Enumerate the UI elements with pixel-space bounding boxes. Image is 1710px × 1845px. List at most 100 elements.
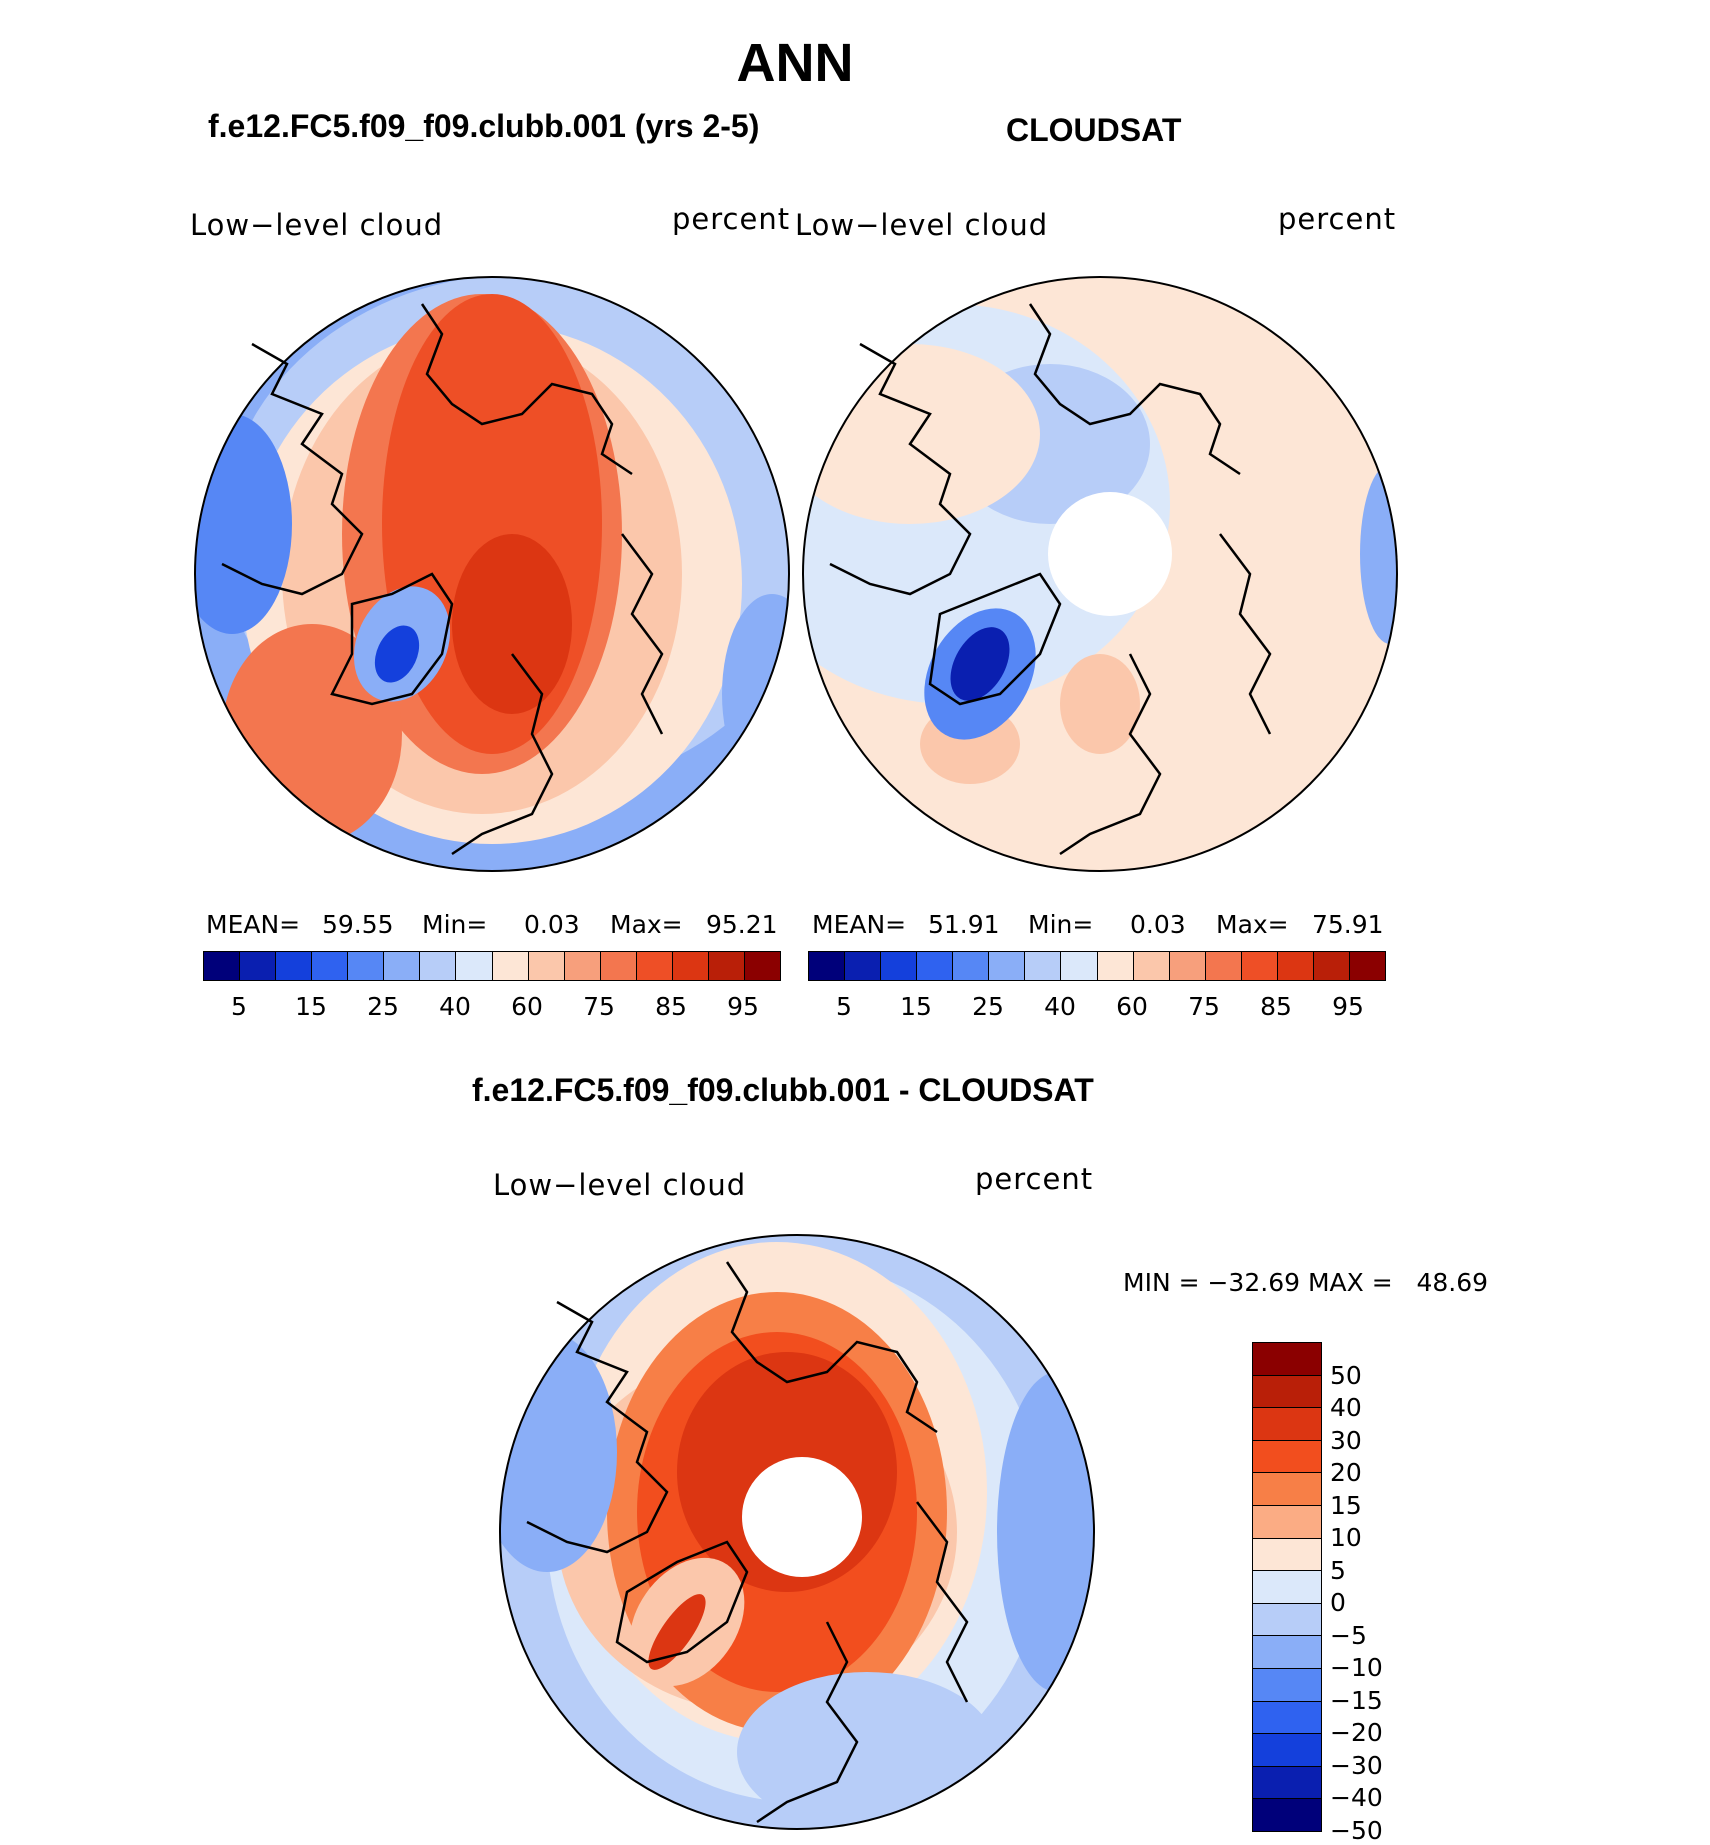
model-colorbar-swatch	[348, 952, 385, 980]
obs-colorbar-tick-label: 75	[1188, 992, 1220, 1021]
model-colorbar-swatch	[276, 952, 313, 980]
diff-colorbar-swatch	[1253, 1636, 1321, 1669]
obs-colorbar-swatch	[953, 952, 990, 980]
diff-colorbar-label: 40	[1330, 1393, 1362, 1423]
obs-mean-value: 51.91	[928, 910, 1000, 939]
model-colorbar-tick-label: 95	[727, 992, 759, 1021]
diff-panel-header: f.e12.FC5.f09_f09.clubb.001 - CLOUDSAT	[472, 1072, 1094, 1108]
obs-colorbar-swatch	[1205, 952, 1242, 980]
diff-colorbar-swatch	[1253, 1799, 1321, 1831]
obs-colorbar-swatch	[1133, 952, 1170, 980]
diff-polar-map	[499, 1234, 1095, 1830]
diff-colorbar-label: 20	[1330, 1458, 1362, 1488]
diff-colorbar-label: 15	[1330, 1490, 1362, 1520]
model-colorbar-tick-label: 5	[231, 992, 247, 1021]
model-colorbar-swatch	[384, 952, 421, 980]
obs-max-value: 75.91	[1312, 910, 1384, 939]
diff-colorbar-label: −15	[1330, 1685, 1383, 1715]
obs-max-label: Max=	[1216, 910, 1289, 939]
obs-colorbar-swatch	[1097, 952, 1134, 980]
obs-colorbar-tick-label: 25	[972, 992, 1004, 1021]
diff-colorbar-label: 50	[1330, 1360, 1362, 1390]
model-max-value: 95.21	[706, 910, 778, 939]
model-colorbar-swatch	[492, 952, 529, 980]
model-colorbar-tick-label: 75	[583, 992, 615, 1021]
obs-colorbar-swatch	[1241, 952, 1278, 980]
model-colorbar-tick-label: 85	[655, 992, 687, 1021]
diff-minmax-text: MIN = −32.69 MAX = 48.69	[1123, 1268, 1489, 1297]
obs-colorbar-tick-label: 85	[1260, 992, 1292, 1021]
diff-colorbar-swatch	[1253, 1343, 1321, 1376]
obs-min-label: Min=	[1028, 910, 1094, 939]
obs-mean-label: MEAN=	[812, 910, 907, 939]
model-panel-header: f.e12.FC5.f09_f09.clubb.001 (yrs 2-5)	[208, 108, 760, 144]
model-polar-map	[194, 276, 790, 872]
obs-colorbar-tick-label: 15	[900, 992, 932, 1021]
obs-colorbar-swatch	[917, 952, 954, 980]
obs-colorbar-swatch	[1169, 952, 1206, 980]
obs-colorbar-swatch	[1025, 952, 1062, 980]
figure-title: ANN	[736, 33, 854, 93]
diff-colorbar-swatch	[1253, 1571, 1321, 1604]
diff-colorbar-label: 10	[1330, 1523, 1362, 1553]
model-colorbar-swatch	[672, 952, 709, 980]
diff-colorbar	[1252, 1342, 1322, 1832]
obs-colorbar-tick-label: 95	[1332, 992, 1364, 1021]
diff-colorbar-swatch	[1253, 1701, 1321, 1735]
diff-colorbar-swatch	[1253, 1440, 1321, 1474]
diff-colorbar-label: −5	[1330, 1620, 1367, 1650]
diff-colorbar-label: −50	[1330, 1816, 1383, 1845]
obs-colorbar-swatch	[989, 952, 1026, 980]
diff-units-label: percent	[975, 1162, 1094, 1196]
diff-colorbar-swatch	[1253, 1766, 1321, 1800]
obs-variable-label: Low−level cloud	[795, 208, 1049, 242]
model-colorbar-tick-label: 40	[439, 992, 471, 1021]
model-colorbar-swatch	[708, 952, 745, 980]
obs-colorbar-swatch	[881, 952, 918, 980]
model-colorbar-swatch	[420, 952, 457, 980]
model-min-label: Min=	[422, 910, 488, 939]
model-colorbar-swatch	[204, 952, 241, 980]
diff-colorbar-swatch	[1253, 1473, 1321, 1506]
model-colorbar-swatch	[564, 952, 601, 980]
model-colorbar-tick-label: 60	[511, 992, 543, 1021]
obs-colorbar-tick-label: 60	[1116, 992, 1148, 1021]
diff-colorbar-swatch	[1253, 1538, 1321, 1572]
model-units-label: percent	[672, 202, 791, 236]
diff-variable-label: Low−level cloud	[493, 1168, 747, 1202]
diff-colorbar-swatch	[1253, 1408, 1321, 1441]
model-min-value: 0.03	[524, 910, 580, 939]
diff-colorbar-label: −30	[1330, 1750, 1383, 1780]
model-colorbar-swatch	[600, 952, 637, 980]
model-colorbar-swatch	[312, 952, 349, 980]
model-colorbar-swatch	[240, 952, 277, 980]
model-colorbar-tick-label: 25	[367, 992, 399, 1021]
obs-colorbar-swatch	[845, 952, 882, 980]
obs-colorbar-tick-label: 5	[836, 992, 852, 1021]
obs-colorbar-swatch	[1313, 952, 1350, 980]
diff-colorbar-label: 0	[1330, 1588, 1346, 1618]
model-colorbar-swatch	[636, 952, 673, 980]
obs-polar-map	[802, 276, 1398, 872]
diff-colorbar-swatch	[1253, 1505, 1321, 1539]
model-max-label: Max=	[610, 910, 683, 939]
diff-colorbar-label: 5	[1330, 1555, 1346, 1585]
obs-colorbar	[808, 951, 1386, 981]
obs-colorbar-swatch	[809, 952, 846, 980]
diff-colorbar-label: −10	[1330, 1653, 1383, 1683]
obs-panel-header: CLOUDSAT	[1006, 112, 1182, 148]
diff-colorbar-label: −40	[1330, 1783, 1383, 1813]
obs-colorbar-swatch	[1061, 952, 1098, 980]
diff-colorbar-swatch	[1253, 1375, 1321, 1409]
obs-colorbar-swatch	[1349, 952, 1385, 980]
model-mean-label: MEAN=	[206, 910, 301, 939]
model-colorbar-tick-label: 15	[295, 992, 327, 1021]
diff-colorbar-swatch	[1253, 1668, 1321, 1702]
obs-colorbar-swatch	[1277, 952, 1314, 980]
model-variable-label: Low−level cloud	[190, 208, 444, 242]
obs-units-label: percent	[1278, 202, 1397, 236]
diff-colorbar-swatch	[1253, 1603, 1321, 1637]
diff-colorbar-swatch	[1253, 1734, 1321, 1767]
model-colorbar-swatch	[744, 952, 780, 980]
diff-colorbar-label: 30	[1330, 1425, 1362, 1455]
